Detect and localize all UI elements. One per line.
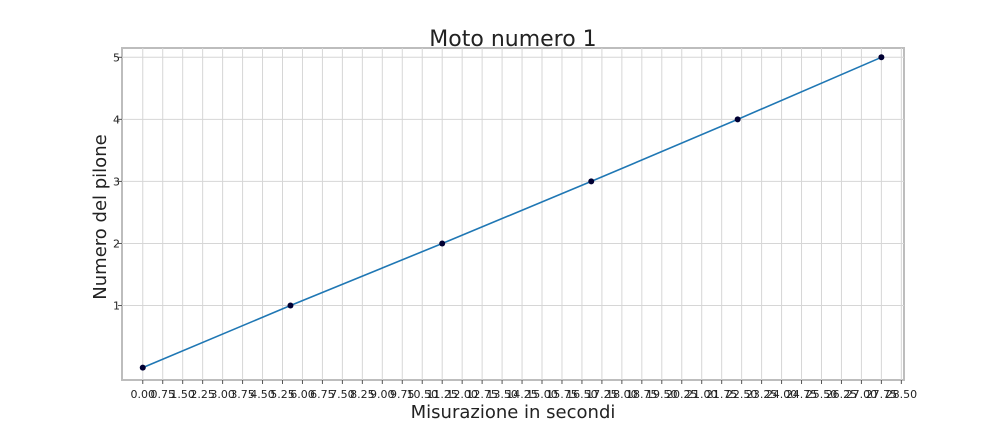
x-tick-label: 21.75	[706, 388, 738, 401]
x-tick-label: 14.25	[506, 388, 538, 401]
x-tick-label: 27.00	[846, 388, 878, 401]
x-tick-label: 20.25	[666, 388, 698, 401]
data-point	[439, 240, 446, 247]
x-ticks: 0.000.751.502.253.003.754.505.256.006.75…	[131, 380, 918, 401]
x-tick-label: 4.50	[250, 388, 275, 401]
x-tick-label: 15.75	[546, 388, 578, 401]
x-tick-label: 8.25	[350, 388, 375, 401]
y-tick-label: 3	[113, 175, 120, 188]
data-point	[588, 178, 595, 185]
y-ticks: 1 2 3 4 5	[113, 51, 122, 313]
y-tick-label: 2	[113, 237, 120, 250]
x-tick-label: 3.00	[210, 388, 235, 401]
y-tick-label: 4	[113, 113, 120, 126]
x-tick-label: 18.00	[606, 388, 638, 401]
x-tick-label: 16.50	[566, 388, 598, 401]
x-tick-label: 18.75	[626, 388, 658, 401]
x-tick-label: 21.00	[686, 388, 718, 401]
x-tick-label: 24.75	[786, 388, 818, 401]
y-tick-label: 5	[113, 51, 120, 64]
x-tick-label: 10.50	[406, 388, 438, 401]
data-point	[878, 54, 885, 61]
x-tick-label: 12.75	[466, 388, 498, 401]
data-point	[734, 116, 741, 123]
x-tick-label: 27.75	[866, 388, 898, 401]
x-tick-label: 24.00	[766, 388, 798, 401]
x-tick-label: 9.00	[370, 388, 395, 401]
x-tick-label: 6.75	[310, 388, 335, 401]
x-tick-label: 0.00	[131, 388, 156, 401]
x-tick-label: 26.25	[826, 388, 858, 401]
x-tick-label: 15.00	[526, 388, 558, 401]
x-tick-label: 5.25	[270, 388, 295, 401]
x-axis-label: Misurazione in secondi	[411, 402, 616, 423]
series-line	[142, 56, 882, 369]
x-tick-label: 17.25	[586, 388, 618, 401]
y-axis-label: Numero del pilone	[90, 134, 111, 299]
x-tick-label: 3.75	[230, 388, 255, 401]
chart-title: Moto numero 1	[429, 27, 596, 52]
x-tick-label: 11.25	[426, 388, 458, 401]
data-points	[139, 54, 885, 371]
x-tick-label: 9.75	[390, 388, 415, 401]
x-tick-label: 22.50	[726, 388, 758, 401]
x-tick-label: 28.50	[886, 388, 918, 401]
grid	[122, 48, 904, 380]
y-tick-label: 1	[113, 300, 120, 313]
x-tick-label: 12.00	[446, 388, 478, 401]
data-point	[139, 364, 146, 371]
x-tick-label: 6.00	[290, 388, 315, 401]
x-tick-label: 2.25	[190, 388, 215, 401]
data-point	[287, 302, 294, 309]
x-tick-label: 1.50	[170, 388, 195, 401]
x-tick-label: 19.50	[646, 388, 678, 401]
x-tick-label: 25.50	[806, 388, 838, 401]
x-tick-label: 0.75	[150, 388, 175, 401]
x-tick-label: 7.50	[330, 388, 355, 401]
x-tick-label: 13.50	[486, 388, 518, 401]
x-tick-label: 23.25	[746, 388, 778, 401]
